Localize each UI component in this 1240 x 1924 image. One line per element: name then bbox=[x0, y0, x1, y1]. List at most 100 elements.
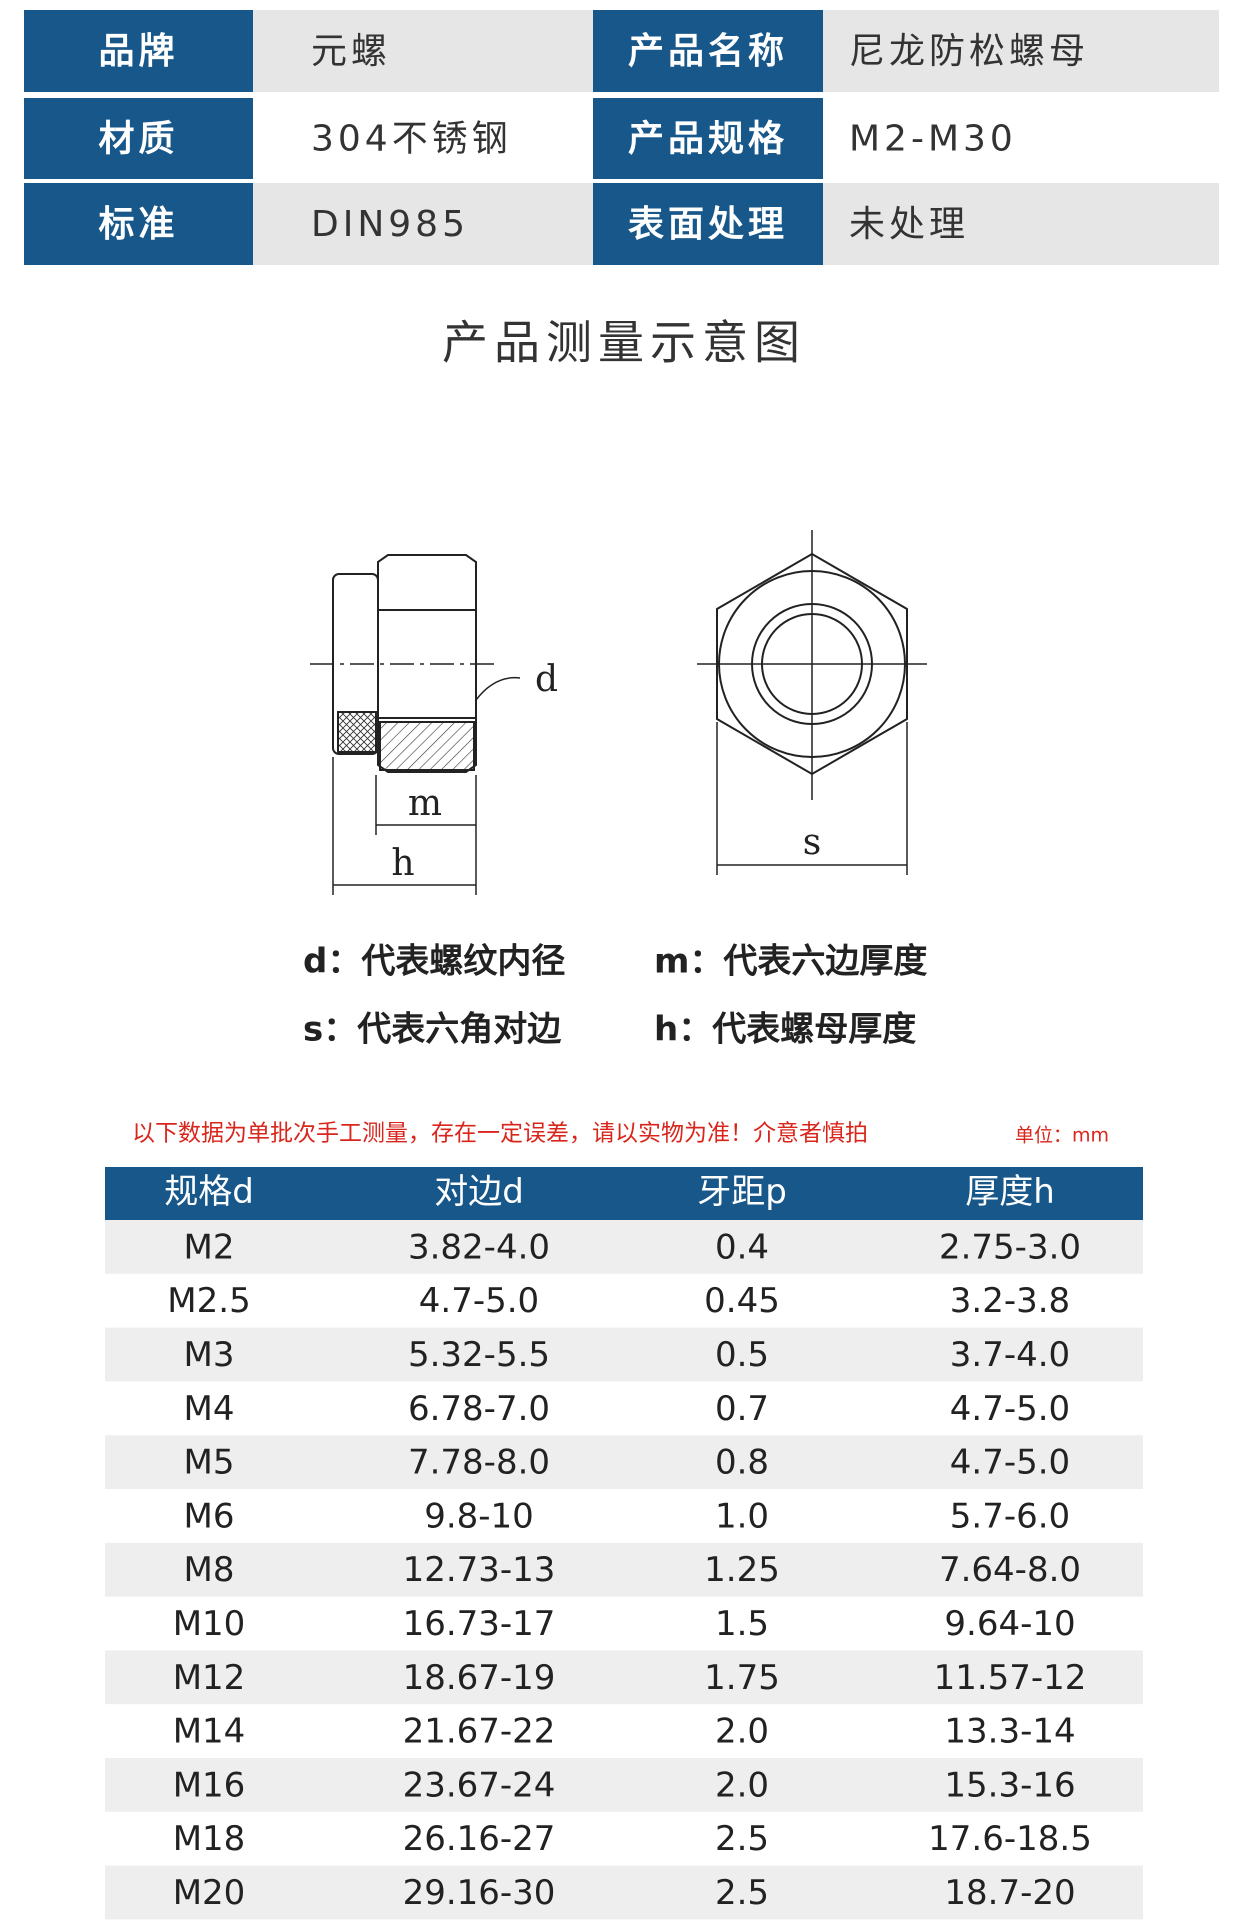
table-cell: M5 bbox=[184, 1443, 235, 1483]
spec-label: 表面处理 bbox=[628, 204, 788, 245]
table-cell: 0.5 bbox=[715, 1335, 769, 1375]
legend-item: d：代表螺纹内径 bbox=[303, 942, 565, 982]
table-cell: M3 bbox=[184, 1335, 235, 1375]
spec-value: M2-M30 bbox=[849, 119, 1017, 160]
data-table: 规格d 对边d 牙距p 厚度h M2 3.82-4.0 0.4 2.75-3.0 M2.5 4.7… bbox=[105, 1167, 1143, 1920]
spec-label-cell bbox=[24, 10, 253, 92]
table-cell: 11.57-12 bbox=[934, 1658, 1087, 1698]
table-cell: 3.2-3.8 bbox=[950, 1281, 1070, 1321]
diagram-title: 产品测量示意图 bbox=[442, 316, 806, 370]
spec-value-cell bbox=[253, 183, 593, 265]
table-row-bg bbox=[105, 1650, 1143, 1705]
spec-value-cell bbox=[253, 10, 593, 92]
table-cell: 0.4 bbox=[715, 1227, 769, 1267]
spec-value-cell bbox=[823, 10, 1219, 92]
table-cell: 5.7-6.0 bbox=[950, 1496, 1070, 1536]
diagram bbox=[310, 530, 927, 895]
table-header: 牙距p bbox=[697, 1172, 787, 1212]
table-cell: 18.7-20 bbox=[944, 1873, 1075, 1913]
unit: 单位：mm bbox=[1015, 1125, 1109, 1147]
spec-value-cell bbox=[253, 98, 593, 179]
table-cell: M2 bbox=[184, 1227, 235, 1267]
table-cell: 17.6-18.5 bbox=[928, 1819, 1092, 1859]
table-cell: 29.16-30 bbox=[403, 1873, 556, 1913]
spec-value-cell bbox=[823, 98, 1219, 179]
legend-item: h：代表螺母厚度 bbox=[654, 1010, 916, 1050]
table-cell: 6.78-7.0 bbox=[408, 1389, 550, 1429]
table-header: 对边d bbox=[434, 1172, 524, 1212]
table-cell: 0.7 bbox=[715, 1389, 769, 1429]
spec-label: 产品名称 bbox=[628, 31, 788, 72]
note: 以下数据为单批次手工测量，存在一定误差，请以实物为准！介意者慎拍 bbox=[132, 1121, 868, 1147]
table-cell: 9.64-10 bbox=[944, 1604, 1075, 1644]
spec-label-cell bbox=[24, 98, 253, 179]
table-cell: 1.0 bbox=[715, 1496, 769, 1536]
label-m: m bbox=[408, 783, 442, 824]
table-cell: 2.0 bbox=[715, 1712, 769, 1752]
legend-item: m：代表六边厚度 bbox=[654, 942, 927, 982]
table-cell: 21.67-22 bbox=[403, 1712, 556, 1752]
table-cell: M12 bbox=[173, 1658, 246, 1698]
spec-label: 品牌 bbox=[98, 31, 178, 72]
table-cell: 3.7-4.0 bbox=[950, 1335, 1070, 1375]
table-cell: 1.5 bbox=[715, 1604, 769, 1644]
table-cell: M2.5 bbox=[167, 1281, 250, 1321]
legend-item: s：代表六角对边 bbox=[303, 1010, 561, 1050]
table-cell: M6 bbox=[184, 1496, 235, 1536]
table-cell: M18 bbox=[173, 1819, 246, 1859]
table-cell: 9.8-10 bbox=[424, 1496, 534, 1536]
spec-value: 元螺 bbox=[311, 31, 391, 72]
table-cell: 7.78-8.0 bbox=[408, 1443, 550, 1483]
table-cell: 12.73-13 bbox=[403, 1550, 556, 1590]
table-row-bg bbox=[105, 1758, 1143, 1812]
table-row-bg bbox=[105, 1865, 1143, 1920]
label-s: s bbox=[803, 822, 821, 863]
table-cell: M8 bbox=[184, 1550, 235, 1590]
table-cell: M14 bbox=[173, 1712, 246, 1752]
spec-value: 304不锈钢 bbox=[311, 119, 512, 160]
spec-label: 材质 bbox=[98, 119, 178, 160]
table-cell: 18.67-19 bbox=[403, 1658, 556, 1698]
spec-value: 未处理 bbox=[849, 204, 969, 245]
table-row-bg bbox=[105, 1542, 1143, 1597]
table-header: 厚度h bbox=[965, 1172, 1055, 1212]
table-cell: 23.67-24 bbox=[403, 1765, 556, 1805]
table-cell: M16 bbox=[173, 1765, 246, 1805]
table-row-bg bbox=[105, 1220, 1143, 1274]
table-cell: 2.75-3.0 bbox=[939, 1227, 1081, 1267]
spec-label-cell bbox=[593, 10, 823, 92]
table-cell: 15.3-16 bbox=[944, 1765, 1075, 1805]
table-cell: 26.16-27 bbox=[403, 1819, 556, 1859]
spec-value: 尼龙防松螺母 bbox=[849, 31, 1089, 72]
table-cell: 5.32-5.5 bbox=[408, 1335, 550, 1375]
table-cell: 4.7-5.0 bbox=[950, 1443, 1070, 1483]
table-header-bg bbox=[105, 1167, 1143, 1220]
table-row-bg bbox=[105, 1327, 1143, 1382]
table-cell: 7.64-8.0 bbox=[939, 1550, 1081, 1590]
table-cell: 16.73-17 bbox=[403, 1604, 556, 1644]
table-cell: 2.0 bbox=[715, 1765, 769, 1805]
table-cell: 2.5 bbox=[715, 1873, 769, 1913]
table-cell: 1.25 bbox=[704, 1550, 780, 1590]
spec-label-cell bbox=[593, 98, 823, 179]
spec-value: DIN985 bbox=[311, 204, 469, 245]
spec-label-cell bbox=[24, 183, 253, 265]
table-cell: 4.7-5.0 bbox=[950, 1389, 1070, 1429]
spec-value-cell bbox=[823, 183, 1219, 265]
label-h: h bbox=[391, 843, 414, 884]
table-cell: 3.82-4.0 bbox=[408, 1227, 550, 1267]
spec-label: 标准 bbox=[98, 204, 178, 245]
table-header: 规格d bbox=[164, 1172, 254, 1212]
table-cell: M10 bbox=[173, 1604, 246, 1644]
table-cell: 2.5 bbox=[715, 1819, 769, 1859]
table-cell: M20 bbox=[173, 1873, 246, 1913]
spec-label-cell bbox=[593, 183, 823, 265]
label-d: d bbox=[535, 659, 558, 700]
table-cell: 0.45 bbox=[704, 1281, 780, 1321]
table-cell: 0.8 bbox=[715, 1443, 769, 1483]
table-cell: M4 bbox=[184, 1389, 235, 1429]
spec-label: 产品规格 bbox=[628, 119, 788, 160]
table-cell: 13.3-14 bbox=[944, 1712, 1075, 1752]
